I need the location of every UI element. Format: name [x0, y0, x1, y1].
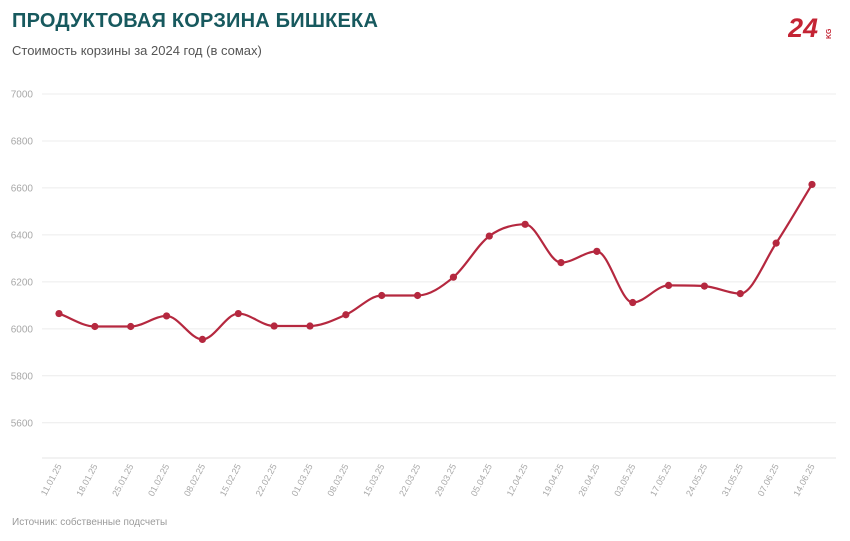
x-tick-label: 15.03.25 — [361, 462, 386, 498]
data-point[interactable] — [485, 232, 493, 240]
x-tick-label: 12.04.25 — [505, 462, 530, 498]
data-point[interactable] — [521, 220, 529, 228]
data-point[interactable] — [127, 322, 135, 331]
data-points — [55, 180, 816, 344]
data-point[interactable] — [772, 239, 780, 247]
data-point[interactable] — [55, 309, 63, 318]
x-tick-label: 14.06.25 — [791, 462, 816, 498]
x-tick-label: 01.02.25 — [146, 462, 171, 498]
data-point[interactable] — [234, 309, 242, 318]
x-tick-label: 01.03.25 — [289, 462, 314, 498]
y-tick-label: 6400 — [11, 230, 34, 241]
x-tick-label: 18.01.25 — [74, 462, 99, 498]
x-tick-label: 22.03.25 — [397, 462, 422, 498]
data-point[interactable] — [629, 298, 637, 307]
x-tick-label: 19.04.25 — [540, 462, 565, 498]
data-point[interactable] — [593, 247, 601, 255]
data-point[interactable] — [342, 311, 350, 319]
data-point[interactable] — [664, 281, 673, 289]
x-tick-label: 26.04.25 — [576, 462, 601, 498]
x-tick-label: 17.05.25 — [648, 462, 673, 498]
source-note: Источник: собственные подсчеты — [12, 517, 168, 528]
x-tick-label: 08.03.25 — [325, 462, 350, 498]
x-tick-label: 11.01.25 — [39, 462, 64, 497]
x-axis-ticks: 11.01.25 18.01.25 25.01.25 01.02.25 08.02.25… — [39, 462, 817, 498]
x-tick-label: 15.02.25 — [218, 462, 243, 498]
chart-title: ПРОДУКТОВАЯ КОРЗИНА БИШКЕКА — [12, 10, 379, 32]
data-point[interactable] — [306, 322, 314, 330]
y-tick-label: 5600 — [11, 418, 34, 429]
y-tick-label: 7000 — [11, 90, 34, 101]
x-tick-label: 29.03.25 — [433, 462, 458, 498]
y-tick-label: 6600 — [11, 183, 34, 194]
data-point[interactable] — [808, 180, 816, 189]
x-tick-label: 03.05.25 — [612, 462, 637, 498]
y-tick-label: 6200 — [11, 277, 34, 288]
x-tick-label: 08.02.25 — [182, 462, 207, 498]
data-point[interactable] — [91, 322, 99, 331]
data-point[interactable] — [557, 259, 565, 267]
y-tick-label: 6000 — [11, 324, 34, 335]
x-tick-label: 05.04.25 — [469, 462, 494, 498]
data-point[interactable] — [736, 290, 744, 298]
x-tick-label: 25.01.25 — [110, 462, 135, 498]
x-tick-label: 24.05.25 — [684, 462, 709, 498]
data-point[interactable] — [449, 273, 458, 281]
logo-suffix-text: KG — [826, 28, 833, 39]
x-tick-label: 07.06.25 — [756, 462, 781, 498]
x-tick-label: 22.02.25 — [254, 462, 279, 498]
series-line — [58, 183, 813, 341]
data-point[interactable] — [198, 335, 207, 344]
x-tick-label: 31.05.25 — [720, 462, 745, 498]
y-tick-label: 5800 — [11, 371, 34, 382]
data-point[interactable] — [270, 322, 278, 330]
logo-main-text: 24 — [788, 13, 818, 42]
data-point[interactable] — [162, 312, 171, 320]
chart-subtitle: Стоимость корзины за 2024 год (в сомах) — [12, 43, 262, 58]
24kg-logo-icon[interactable]: 24 KG — [788, 12, 836, 42]
data-point[interactable] — [378, 291, 386, 300]
data-point[interactable] — [413, 291, 422, 300]
grid-lines — [42, 93, 836, 459]
y-axis-ticks: 5600 5800 6000 6200 6400 6600 6800 7000 — [11, 90, 34, 430]
data-point[interactable] — [700, 282, 709, 290]
y-tick-label: 6800 — [11, 136, 34, 147]
